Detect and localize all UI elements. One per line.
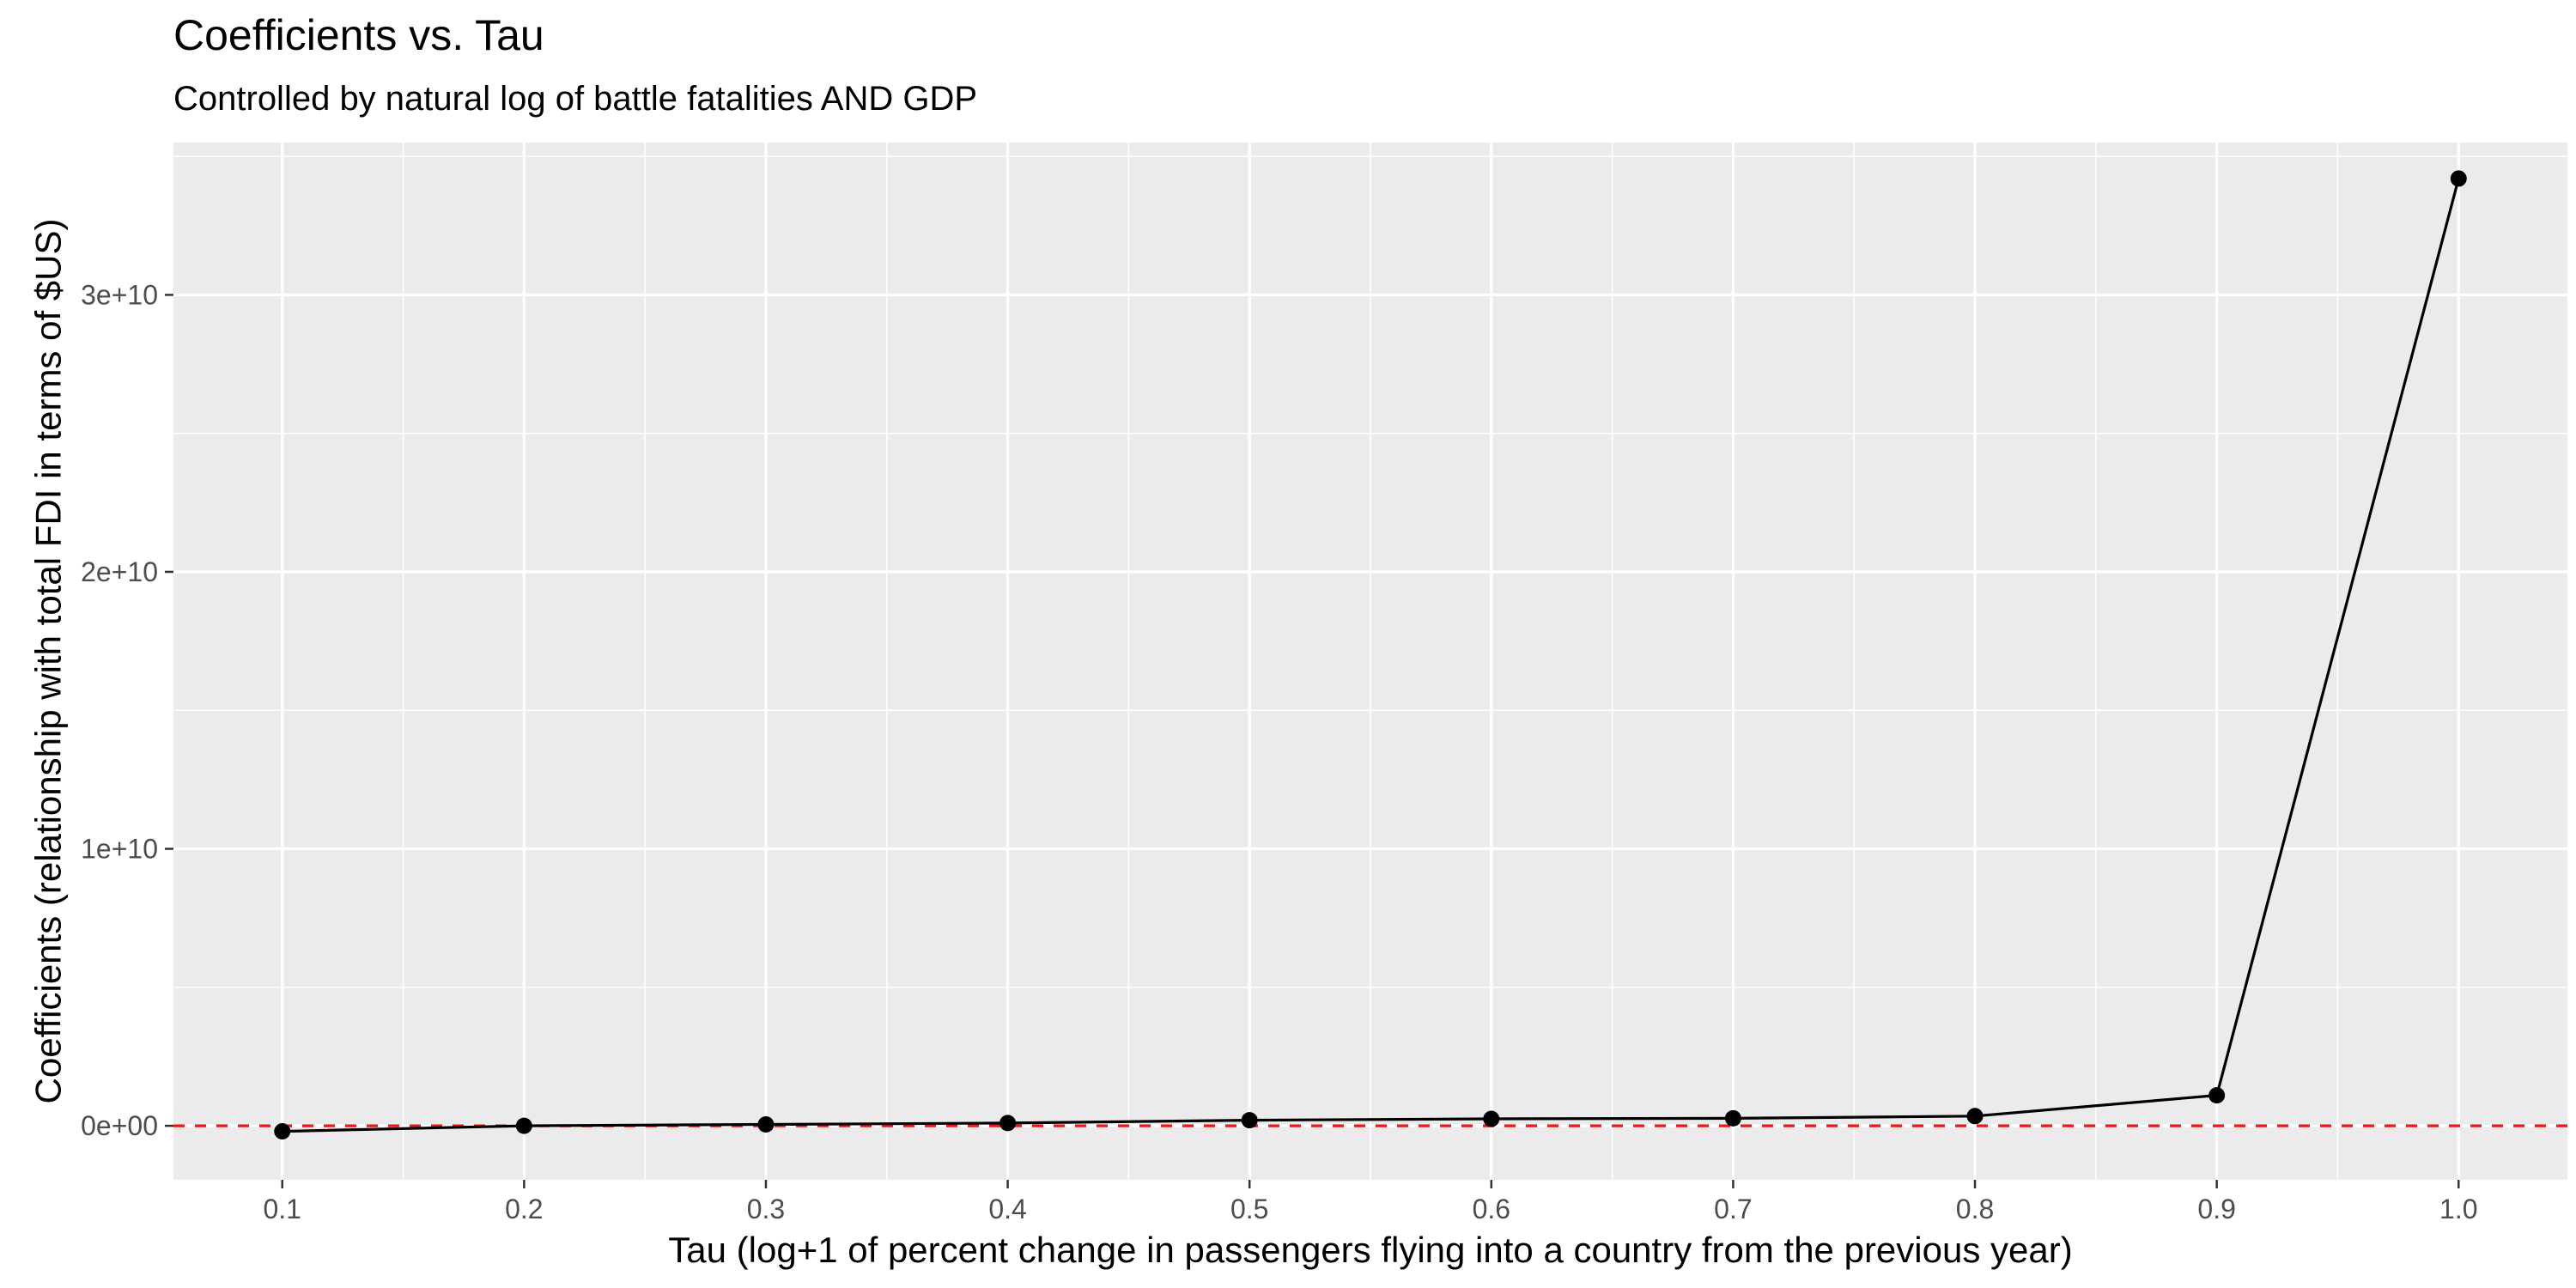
x-tick-label: 0.2 bbox=[505, 1194, 543, 1224]
data-point bbox=[999, 1115, 1017, 1132]
y-axis-ticks: 0e+00 1e+10 2e+10 3e+10 bbox=[81, 279, 173, 1141]
y-tick-label: 1e+10 bbox=[81, 834, 158, 865]
data-point bbox=[1724, 1109, 1741, 1127]
series-line bbox=[282, 178, 2460, 1133]
x-tick-label: 1.0 bbox=[2439, 1194, 2477, 1224]
x-tick-label: 0.7 bbox=[1714, 1194, 1752, 1224]
x-axis-ticks: 0.1 0.2 0.3 0.4 0.5 0.6 0.7 0.8 0.9 1.0 bbox=[263, 1180, 2478, 1224]
data-point bbox=[2450, 170, 2467, 187]
data-point bbox=[1966, 1108, 1984, 1125]
data-points bbox=[274, 170, 2467, 1140]
data-point bbox=[1483, 1110, 1500, 1127]
x-tick-label: 0.8 bbox=[1956, 1194, 1994, 1224]
x-axis-title: Tau (log+1 of percent change in passenge… bbox=[668, 1230, 2072, 1270]
data-point bbox=[1241, 1112, 1258, 1129]
x-tick-label: 0.1 bbox=[263, 1194, 301, 1224]
grid-minor bbox=[173, 143, 2567, 1180]
y-tick-label: 2e+10 bbox=[81, 556, 158, 587]
y-axis-title: Coefficients (relationship with total FD… bbox=[28, 219, 69, 1104]
y-tick-label: 0e+00 bbox=[81, 1110, 158, 1141]
data-point bbox=[757, 1115, 775, 1133]
chart-title: Coefficients vs. Tau bbox=[173, 11, 544, 59]
data-point bbox=[274, 1123, 291, 1140]
data-point bbox=[2208, 1087, 2226, 1104]
data-point bbox=[515, 1117, 532, 1134]
x-tick-label: 0.5 bbox=[1230, 1194, 1268, 1224]
x-tick-label: 0.3 bbox=[747, 1194, 785, 1224]
x-tick-label: 0.6 bbox=[1473, 1194, 1510, 1224]
chart-subtitle: Controlled by natural log of battle fata… bbox=[173, 80, 977, 118]
x-tick-label: 0.4 bbox=[988, 1194, 1026, 1224]
x-tick-label: 0.9 bbox=[2197, 1194, 2235, 1224]
y-tick-label: 3e+10 bbox=[81, 279, 158, 310]
